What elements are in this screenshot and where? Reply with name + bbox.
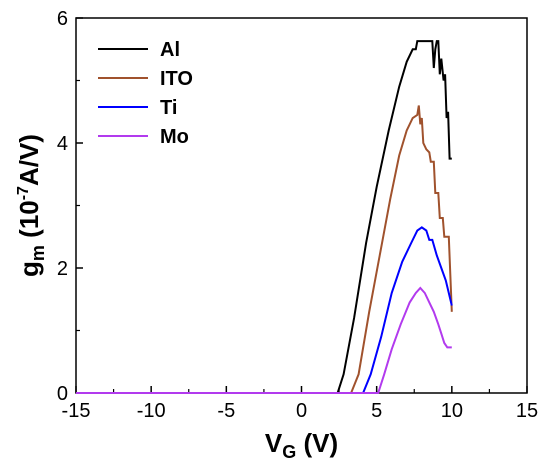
- legend-label-ito: ITO: [160, 68, 193, 90]
- x-tick-label: 0: [296, 400, 307, 422]
- x-tick-label: -5: [217, 400, 235, 422]
- x-tick-label: -15: [62, 400, 91, 422]
- x-axis-title: VG (V): [265, 428, 338, 462]
- series-line-ti: [76, 226, 453, 394]
- plot-frame: [75, 17, 528, 394]
- x-tick-label: -10: [137, 400, 166, 422]
- x-tick-label: 5: [371, 400, 382, 422]
- series-group: [76, 40, 453, 394]
- series-line-ito: [76, 105, 453, 394]
- y-tick-label: 0: [57, 383, 68, 405]
- x-tick-label: 15: [516, 400, 538, 422]
- series-line-mo: [76, 286, 452, 394]
- legend-label-al: Al: [160, 39, 180, 61]
- legend: Al ITO Ti Mo: [98, 39, 193, 148]
- series-line-al: [76, 40, 452, 394]
- axis-ticks: -15 -10 -5 0 5 10 15 0 2 4 6: [57, 8, 538, 422]
- legend-label-mo: Mo: [160, 126, 189, 148]
- y-tick-label: 4: [57, 133, 68, 155]
- y-tick-label: 6: [57, 8, 68, 30]
- legend-label-ti: Ti: [160, 97, 177, 119]
- y-tick-label: 2: [57, 258, 68, 280]
- x-tick-label: 10: [441, 400, 463, 422]
- y-axis-title: gm (10-7A/V): [14, 134, 48, 277]
